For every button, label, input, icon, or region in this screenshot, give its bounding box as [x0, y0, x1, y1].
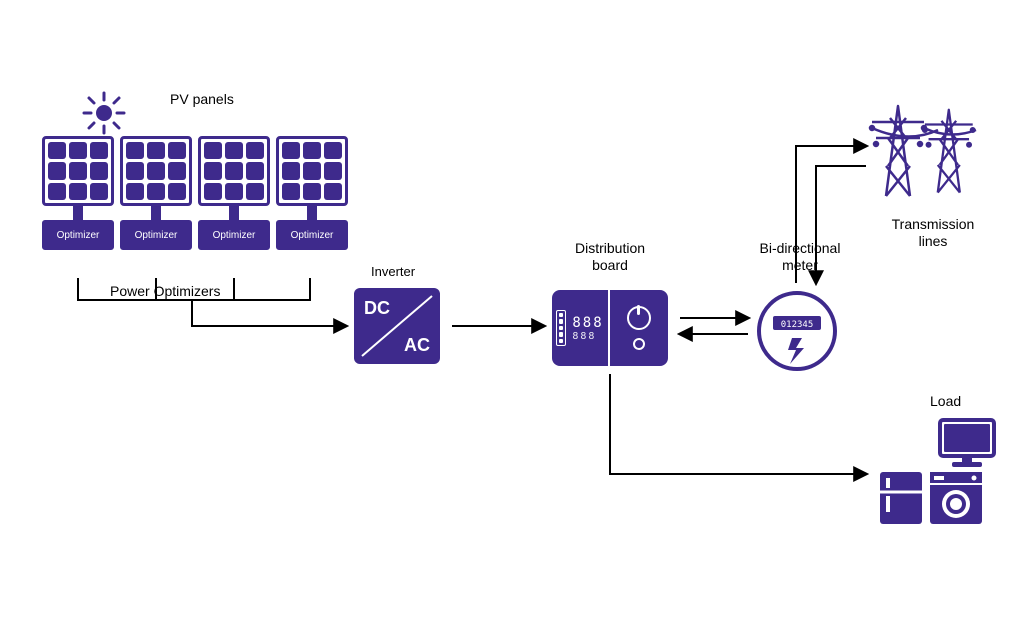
meter-display: 012345	[781, 320, 814, 330]
optimizer-box: Optimizer	[120, 220, 192, 250]
inverter-icon: DC AC	[354, 288, 440, 364]
optimizer-box: Optimizer	[198, 220, 270, 250]
pv-unit-1: Optimizer	[42, 136, 114, 250]
load-icons	[874, 414, 1004, 526]
solar-panel-icon	[42, 136, 114, 206]
db-readout-bottom: 888	[572, 331, 603, 342]
pv-unit-4: Optimizer	[276, 136, 348, 250]
solar-panel-icon	[198, 136, 270, 206]
transmission-tower-icon	[858, 78, 988, 208]
inverter-label: Inverter	[371, 264, 415, 280]
solar-panel-icon	[120, 136, 192, 206]
indicator-dot-icon	[633, 338, 645, 350]
distribution-board-icon: 888 888	[552, 290, 668, 366]
pv-panels-label: PV panels	[170, 91, 234, 108]
meter-label: Bi-directional meter	[750, 240, 850, 274]
load-label: Load	[930, 393, 961, 410]
sun-icon	[82, 91, 126, 135]
db-readout-top: 888	[572, 315, 603, 331]
meter-icon: 012345	[756, 290, 838, 372]
power-optimizers-label: Power Optimizers	[110, 283, 220, 300]
pv-unit-3: Optimizer	[198, 136, 270, 250]
optimizer-box: Optimizer	[276, 220, 348, 250]
pv-unit-2: Optimizer	[120, 136, 192, 250]
solar-panel-icon	[276, 136, 348, 206]
pv-panel-group: Optimizer Optimizer Optimizer Optimizer	[42, 136, 348, 250]
distribution-board-label: Distribution board	[552, 240, 668, 274]
solar-system-diagram: PV panels Optimizer Optimizer Optimizer …	[0, 0, 1024, 624]
optimizer-box: Optimizer	[42, 220, 114, 250]
transmission-lines-label: Transmission lines	[878, 216, 988, 250]
knob-icon	[627, 306, 651, 330]
inverter-ac-text: AC	[404, 335, 430, 356]
